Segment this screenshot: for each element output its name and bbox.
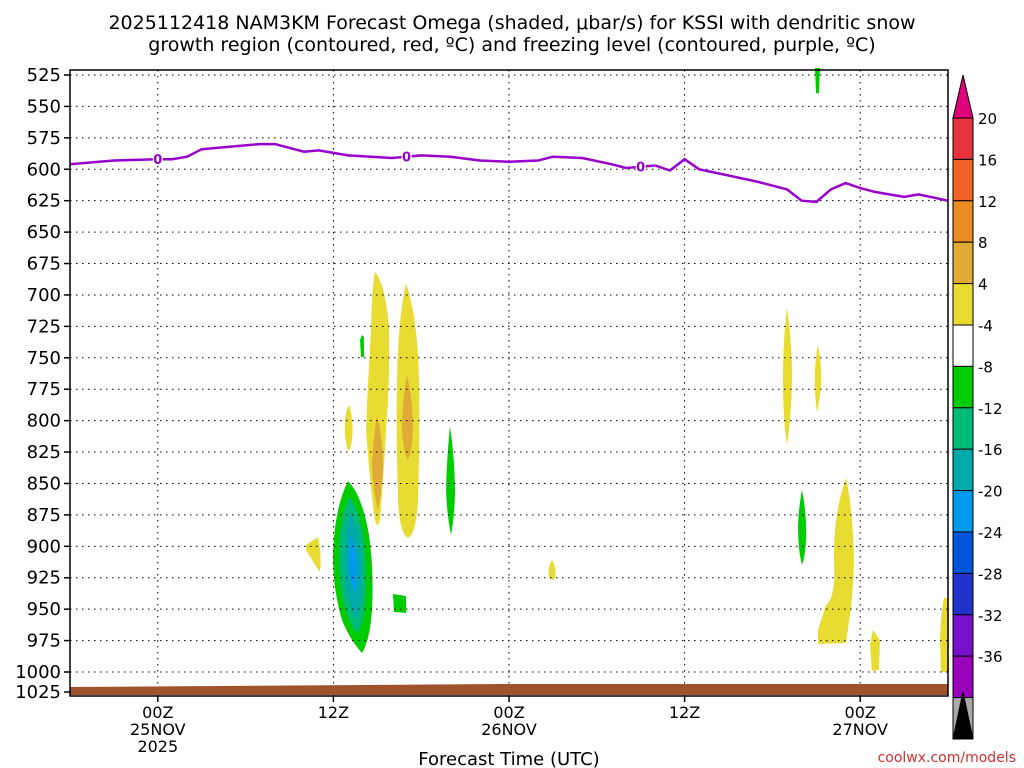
colorbar-label: -36 bbox=[978, 648, 1003, 666]
x-tick-label: 25NOV bbox=[130, 720, 186, 739]
y-tick-label: 525 bbox=[27, 65, 61, 86]
omega-down-cell-west bbox=[306, 537, 321, 572]
colorbar-swatch bbox=[952, 200, 974, 243]
colorbar-swatch bbox=[952, 324, 974, 367]
x-tick-label: 27NOV bbox=[832, 720, 888, 739]
omega-down-cell-e2 bbox=[814, 345, 822, 412]
omega-up-cell-sq bbox=[393, 594, 406, 613]
y-tick-label: 975 bbox=[27, 631, 61, 652]
x-tick-label: 12Z bbox=[318, 703, 349, 722]
y-tick-label: 950 bbox=[27, 599, 61, 620]
y-tick-label: 650 bbox=[27, 222, 61, 243]
colorbar-label: -16 bbox=[978, 441, 1003, 459]
omega-up-cell-east bbox=[798, 490, 807, 565]
x-tick-label: 00Z bbox=[142, 703, 173, 722]
omega-up-cell-main-l4 bbox=[348, 535, 357, 592]
x-tick-label: 26NOV bbox=[481, 720, 537, 739]
x-tick-label: 00Z bbox=[845, 703, 876, 722]
colorbar-swatch bbox=[952, 448, 974, 492]
freezing-level-label: 0 bbox=[153, 153, 162, 168]
omega-down-cell-left bbox=[366, 272, 390, 525]
colorbar-bottom-arrow bbox=[952, 691, 974, 740]
omega-down-cell-e3 bbox=[870, 630, 880, 671]
freezing-level-line-group: 0 0 0 bbox=[69, 142, 949, 204]
omega-down-cell-mid bbox=[548, 560, 556, 581]
colorbar-swatch bbox=[952, 407, 974, 450]
chart-title-line1: 2025112418 NAM3KM Forecast Omega (shaded… bbox=[108, 12, 915, 34]
colorbar-label: -32 bbox=[978, 607, 1003, 625]
chart-title-line2: growth region (contoured, red, ºC) and f… bbox=[148, 34, 875, 56]
y-tick-label: 725 bbox=[27, 316, 61, 337]
colorbar-label: -12 bbox=[978, 400, 1003, 418]
y-tick-label: 825 bbox=[27, 442, 61, 463]
colorbar-label: 4 bbox=[978, 276, 988, 294]
omega-up-cell-mid bbox=[446, 426, 455, 535]
omega-up-cell-top bbox=[815, 68, 820, 93]
x-tick-label: 12Z bbox=[669, 703, 700, 722]
colorbar-label: -20 bbox=[978, 483, 1003, 501]
y-tick-label: 900 bbox=[27, 536, 61, 557]
omega-down-cell-edge bbox=[940, 598, 949, 672]
y-tick-label: 775 bbox=[27, 379, 61, 400]
colorbar-swatch bbox=[952, 117, 974, 160]
y-tick-label: 800 bbox=[27, 411, 61, 432]
colorbar-top-arrow bbox=[952, 74, 974, 119]
colorbar-label: 16 bbox=[978, 151, 997, 169]
freezing-level-label: 0 bbox=[402, 151, 411, 166]
credit-text: coolwx.com/models bbox=[878, 750, 1016, 766]
y-tick-label: 575 bbox=[27, 128, 61, 149]
x-tick-label: 00Z bbox=[493, 703, 524, 722]
freezing-label-bg bbox=[635, 159, 646, 173]
omega-down-cell-small bbox=[344, 405, 353, 451]
pressure-axis: 525 550 575 600 625 650 675 700 725 750 775 800 825 8… bbox=[15, 65, 70, 703]
colorbar-label: -28 bbox=[978, 565, 1003, 583]
freezing-level-labels: 0 0 0 bbox=[152, 149, 646, 176]
x-tick-label: 2025 bbox=[137, 737, 178, 756]
colorbar-swatch bbox=[952, 531, 974, 574]
colorbar-label: -24 bbox=[978, 524, 1003, 542]
y-tick-label: 700 bbox=[27, 285, 61, 306]
y-tick-label: 675 bbox=[27, 254, 61, 275]
colorbar-swatch bbox=[952, 283, 974, 326]
y-tick-label: 625 bbox=[27, 191, 61, 212]
y-tick-label: 550 bbox=[27, 96, 61, 117]
omega-up-cell-small bbox=[360, 335, 364, 357]
omega-down-cell-east bbox=[818, 478, 854, 644]
freezing-label-bg bbox=[401, 149, 412, 163]
y-tick-label: 750 bbox=[27, 348, 61, 369]
y-tick-label: 925 bbox=[27, 568, 61, 589]
omega-down-cell-e1 bbox=[783, 308, 792, 445]
colorbar-label: 8 bbox=[978, 234, 988, 252]
freezing-label-bg bbox=[152, 152, 163, 166]
colorbar-label: -4 bbox=[978, 317, 993, 335]
y-tick-label: 850 bbox=[27, 473, 61, 494]
x-axis-label: Forecast Time (UTC) bbox=[418, 749, 599, 768]
omega-shaded-field bbox=[306, 68, 949, 672]
colorbar-swatch bbox=[952, 572, 974, 616]
omega-down-cell-right-core bbox=[402, 375, 413, 460]
colorbar-swatch bbox=[952, 158, 974, 202]
y-tick-label: 1025 bbox=[15, 682, 61, 703]
y-tick-label: 600 bbox=[27, 159, 61, 180]
colorbar-label: -8 bbox=[978, 358, 993, 376]
colorbar: 20 16 12 8 4 -4 -8 -12 -16 -20 -24 -28 -32 -36 bbox=[952, 74, 1003, 740]
y-tick-label: 1000 bbox=[15, 662, 61, 683]
colorbar-label: 12 bbox=[978, 193, 997, 211]
y-tick-label: 875 bbox=[27, 505, 61, 526]
surface-terrain-band bbox=[70, 684, 948, 695]
colorbar-swatch bbox=[952, 490, 974, 533]
colorbar-swatch bbox=[952, 241, 974, 285]
colorbar-swatch bbox=[952, 365, 974, 409]
colorbar-swatch bbox=[952, 655, 974, 699]
colorbar-label: 20 bbox=[978, 110, 997, 128]
freezing-level-label: 0 bbox=[636, 161, 645, 176]
freezing-level-line bbox=[69, 142, 949, 204]
colorbar-swatch bbox=[952, 614, 974, 657]
omega-down-cell-left-core bbox=[372, 415, 383, 510]
